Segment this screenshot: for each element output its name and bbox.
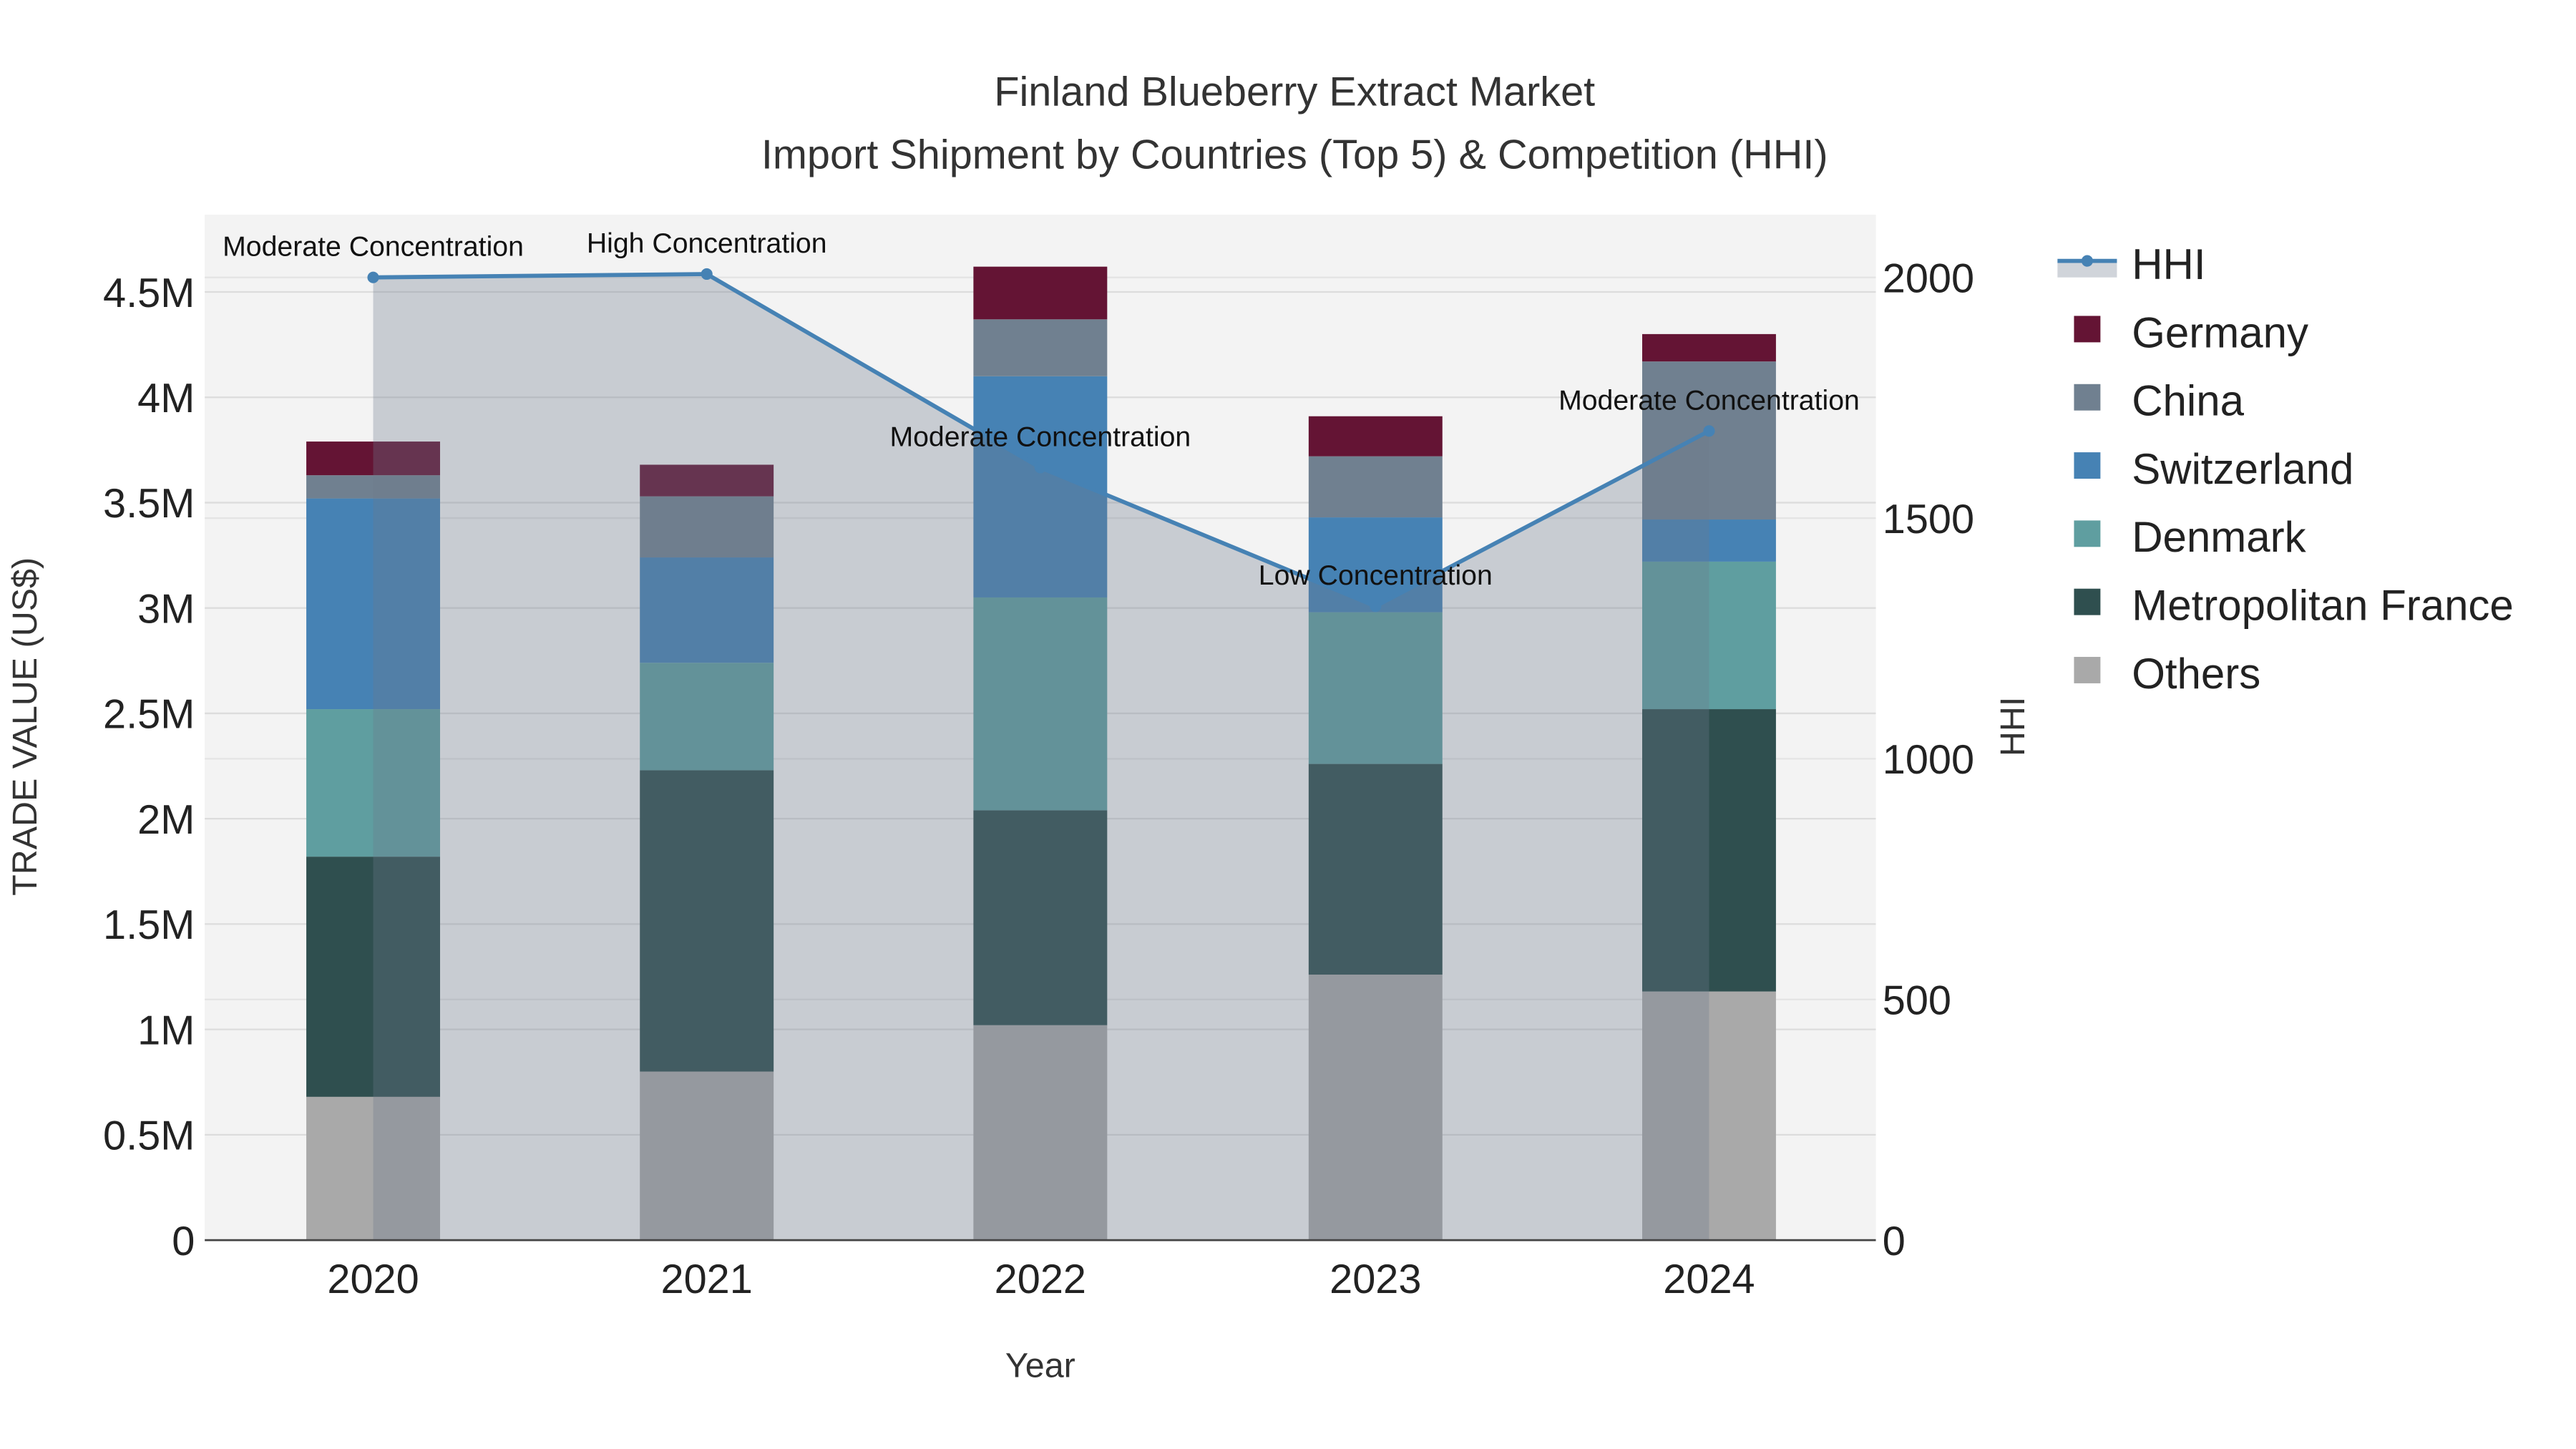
y-tick-label: 2M bbox=[137, 797, 195, 843]
hhi-area bbox=[373, 273, 1709, 1241]
y2-tick-label: 1500 bbox=[1883, 497, 1974, 542]
bar-switzerland bbox=[1642, 519, 1776, 562]
y-tick-label: 0 bbox=[172, 1219, 195, 1264]
legend-label: Denmark bbox=[2132, 513, 2306, 561]
y2-tick-label: 500 bbox=[1883, 978, 1951, 1024]
legend-swatch bbox=[2074, 520, 2101, 547]
bar-others bbox=[306, 1096, 440, 1241]
hhi-point bbox=[367, 271, 379, 283]
bar-others bbox=[1308, 975, 1443, 1241]
legend-label: Metropolitan France bbox=[2132, 582, 2514, 630]
bar-metropolitan-france bbox=[306, 857, 440, 1097]
y-tick-label: 1M bbox=[137, 1008, 195, 1053]
legend-swatch-hhi bbox=[2057, 260, 2117, 278]
bar-denmark bbox=[1642, 561, 1776, 710]
y-tick-label: 4M bbox=[137, 376, 195, 421]
legend-swatch bbox=[2074, 657, 2101, 683]
x-tick-label: 2023 bbox=[1330, 1257, 1421, 1302]
hhi-point bbox=[1370, 600, 1382, 613]
y2-tick-label: 0 bbox=[1883, 1219, 1906, 1264]
bar-china bbox=[306, 475, 440, 499]
x-tick-label: 2021 bbox=[661, 1257, 753, 1302]
bar-denmark bbox=[973, 597, 1108, 811]
legend-label: China bbox=[2132, 377, 2244, 425]
bar-switzerland bbox=[306, 498, 440, 710]
hhi-annotation: Moderate Concentration bbox=[889, 421, 1191, 452]
legend-marker-hhi bbox=[2081, 255, 2093, 267]
y-tick-label: 1.5M bbox=[103, 902, 195, 948]
chart-title: Finland Blueberry Extract Market bbox=[994, 69, 1595, 115]
hhi-annotation: Moderate Concentration bbox=[1558, 384, 1860, 416]
legend-label: Switzerland bbox=[2132, 445, 2353, 493]
bar-others bbox=[640, 1071, 774, 1241]
y2-tick-label: 2000 bbox=[1883, 255, 1974, 301]
legend-swatch bbox=[2074, 316, 2101, 343]
legend-swatch bbox=[2074, 452, 2101, 479]
legend-label: Others bbox=[2132, 650, 2260, 698]
legend-swatch bbox=[2074, 384, 2101, 411]
legend-label: Germany bbox=[2132, 308, 2308, 356]
bar-germany bbox=[1642, 333, 1776, 362]
x-axis-label: Year bbox=[1005, 1347, 1075, 1385]
legend-swatch bbox=[2074, 588, 2101, 615]
bar-china bbox=[1642, 361, 1776, 520]
x-tick-label: 2024 bbox=[1663, 1257, 1755, 1302]
y-tick-label: 4.5M bbox=[103, 270, 195, 316]
y-axis-label: TRADE VALUE (US$) bbox=[6, 557, 44, 896]
bar-denmark bbox=[306, 709, 440, 857]
bar-china bbox=[640, 496, 774, 558]
hhi-point bbox=[1703, 425, 1715, 437]
bar-germany bbox=[973, 266, 1108, 320]
bar-germany bbox=[640, 464, 774, 497]
bar-others bbox=[973, 1025, 1108, 1241]
bar-germany bbox=[1308, 416, 1443, 457]
y-tick-label: 2.5M bbox=[103, 692, 195, 738]
hhi-point bbox=[1034, 462, 1046, 474]
y-tick-label: 3M bbox=[137, 586, 195, 632]
bar-china bbox=[973, 319, 1108, 376]
bar-others bbox=[1642, 991, 1776, 1241]
chart-subtitle: Import Shipment by Countries (Top 5) & C… bbox=[761, 132, 1828, 177]
hhi-annotation: High Concentration bbox=[587, 228, 827, 259]
bar-switzerland bbox=[1308, 517, 1443, 613]
bar-china bbox=[1308, 456, 1443, 518]
y2-axis-label: HHI bbox=[1994, 697, 2032, 756]
y-tick-label: 0.5M bbox=[103, 1113, 195, 1159]
bar-metropolitan-france bbox=[973, 810, 1108, 1025]
hhi-point bbox=[701, 268, 713, 280]
bar-metropolitan-france bbox=[640, 770, 774, 1072]
hhi-annotation: Low Concentration bbox=[1259, 560, 1493, 591]
bar-metropolitan-france bbox=[1308, 763, 1443, 975]
bar-denmark bbox=[640, 663, 774, 771]
bar-switzerland bbox=[640, 557, 774, 663]
bar-germany bbox=[306, 441, 440, 476]
y-tick-label: 3.5M bbox=[103, 481, 195, 527]
x-tick-label: 2020 bbox=[327, 1257, 419, 1302]
bar-metropolitan-france bbox=[1642, 709, 1776, 992]
x-tick-label: 2022 bbox=[995, 1257, 1086, 1302]
y2-tick-label: 1000 bbox=[1883, 737, 1974, 783]
legend-label: HHI bbox=[2132, 240, 2205, 288]
hhi-annotation: Moderate Concentration bbox=[223, 231, 524, 263]
bar-denmark bbox=[1308, 612, 1443, 764]
